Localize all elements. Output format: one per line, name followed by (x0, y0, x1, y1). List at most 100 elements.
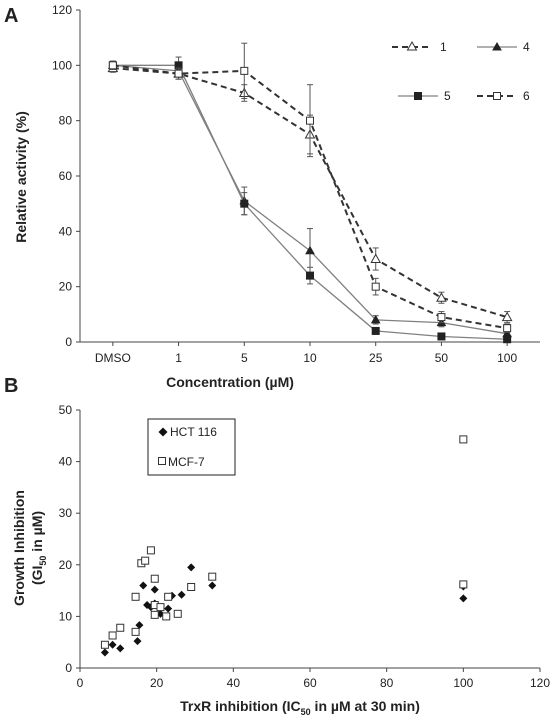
data-point-mcf-7 (131, 627, 140, 636)
legend-label-series-5: 5 (444, 89, 451, 103)
data-point-series-6 (240, 66, 249, 75)
data-point-hct-116 (177, 590, 186, 599)
panel-b-chart: 0 10 20 30 40 50 0 20 40 60 80 100 120 TrxR inhibit… (11, 403, 550, 717)
panel-a-label: A (4, 5, 18, 27)
data-point-mcf-7 (141, 556, 150, 565)
data-point-mcf-7 (459, 580, 468, 589)
data-point-series-6 (174, 69, 183, 78)
data-point-series-1 (436, 292, 447, 302)
data-point-series-4 (370, 314, 381, 324)
panel-a-chart: 0 20 40 60 80 100 120 DMSO 1 5 10 25 50 100 Concentr… (13, 3, 540, 390)
panel-a-x-tick-label: 25 (369, 351, 383, 365)
data-point-mcf-7 (131, 592, 140, 601)
panel-b-y-axis-title-line-1: Growth Inhibition (11, 490, 27, 606)
legend-marker-hct116 (158, 427, 168, 437)
panel-b-y-ticks: 0 10 20 30 40 50 (59, 403, 80, 675)
panel-b-y-tick-label: 10 (59, 609, 73, 623)
panel-b-x-tick-label: 40 (227, 676, 241, 690)
data-point-mcf-7 (116, 623, 125, 632)
panel-b-y-tick-label: 50 (59, 403, 73, 417)
series-6 (108, 42, 512, 333)
panel-a-y-ticks: 0 20 40 60 80 100 120 (52, 3, 80, 349)
panel-a-x-tick-label: 100 (497, 351, 517, 365)
data-point-mcf-7 (100, 640, 109, 649)
panel-b-x-tick-label: 60 (303, 676, 317, 690)
data-point-hct-116 (100, 648, 109, 657)
panel-a-y-tick-label: 0 (65, 335, 72, 349)
panel-a-y-tick-label: 100 (52, 58, 72, 72)
data-point-mcf-7 (146, 546, 155, 555)
panel-a-y-tick-label: 60 (59, 169, 73, 183)
data-point-series-4 (305, 245, 315, 255)
data-point-mcf-7 (162, 612, 171, 621)
panel-b-label: B (4, 375, 18, 397)
panel-a-x-ticks: DMSO 1 5 10 25 50 100 (95, 342, 517, 365)
panel-b-x-tick-label: 20 (150, 676, 164, 690)
data-point-series-6 (503, 324, 512, 333)
legend-label-series-6: 6 (523, 89, 530, 103)
panel-b-x-axis-title: TrxR inhibition (IC50 in µM at 30 min) (180, 698, 420, 717)
data-point-series-5 (306, 271, 314, 280)
data-point-series-6 (371, 282, 380, 291)
series-mcf-7 (100, 435, 468, 649)
panel-a-x-tick-label: 1 (175, 351, 182, 365)
legend-item-series-4: 4 (477, 40, 530, 54)
legend-item-series-6: 6 (477, 89, 530, 103)
data-point-series-5 (503, 335, 512, 344)
legend-marker-series-4 (492, 41, 502, 51)
data-point-mcf-7 (164, 592, 173, 601)
data-point-series-5 (240, 199, 249, 208)
panel-b-x-ticks: 0 20 40 60 80 100 120 (77, 668, 550, 690)
panel-b-y-tick-label: 0 (65, 661, 72, 675)
panel-a-x-tick-label: DMSO (95, 351, 131, 365)
panel-a-x-tick-label: 50 (435, 351, 449, 365)
data-point-mcf-7 (108, 631, 117, 640)
data-point-hct-116 (208, 581, 217, 590)
data-point-mcf-7 (187, 582, 196, 591)
panel-a-series (107, 42, 513, 344)
data-point-hct-116 (150, 585, 159, 594)
data-point-series-5 (437, 332, 446, 341)
data-point-hct-116 (108, 640, 117, 649)
data-point-series-5 (371, 326, 380, 335)
panel-a-y-tick-label: 120 (52, 3, 72, 17)
panel-a-legend: 1 4 5 6 (392, 40, 530, 103)
data-point-series-6 (108, 61, 117, 70)
legend-label-series-1: 1 (440, 40, 447, 54)
panel-a-y-tick-label: 20 (59, 280, 73, 294)
data-point-series-1 (501, 311, 513, 322)
panel-b-x-tick-label: 120 (530, 676, 550, 690)
panel-b-legend: HCT 116 MCF-7 (147, 418, 236, 476)
data-point-hct-116 (139, 581, 148, 590)
legend-marker-series-1 (406, 40, 418, 51)
legend-label-hct116: HCT 116 (170, 425, 217, 439)
panel-b-y-tick-label: 30 (59, 506, 73, 520)
legend-marker-series-5 (414, 92, 422, 100)
data-point-mcf-7 (208, 572, 217, 581)
legend-item-series-5: 5 (398, 89, 451, 103)
panel-b-x-tick-label: 0 (77, 676, 84, 690)
panel-a-x-tick-label: 10 (303, 351, 317, 365)
panel-b-series (100, 435, 468, 657)
data-point-series-6 (306, 116, 314, 125)
panel-b-y-tick-label: 20 (59, 558, 73, 572)
legend-item-mcf7: MCF-7 (158, 455, 205, 469)
legend-marker-series-6 (493, 92, 501, 100)
panel-b-x-tick-label: 80 (380, 676, 394, 690)
data-point-mcf-7 (150, 610, 159, 619)
panel-a-y-tick-label: 80 (59, 114, 73, 128)
data-point-hct-116 (187, 563, 196, 572)
legend-label-series-4: 4 (523, 40, 530, 54)
panel-a-x-axis-title: Concentration (µM) (166, 374, 294, 390)
data-point-hct-116 (133, 637, 142, 646)
panel-a-x-tick-label: 5 (241, 351, 248, 365)
data-point-hct-116 (164, 604, 173, 613)
panel-a-y-axis-title: Relative activity (%) (13, 111, 29, 243)
data-point-series-6 (437, 313, 446, 322)
panel-b-x-tick-label: 100 (453, 676, 473, 690)
data-point-hct-116 (459, 594, 468, 603)
data-point-mcf-7 (156, 603, 165, 612)
panel-b-y-tick-label: 40 (59, 455, 73, 469)
